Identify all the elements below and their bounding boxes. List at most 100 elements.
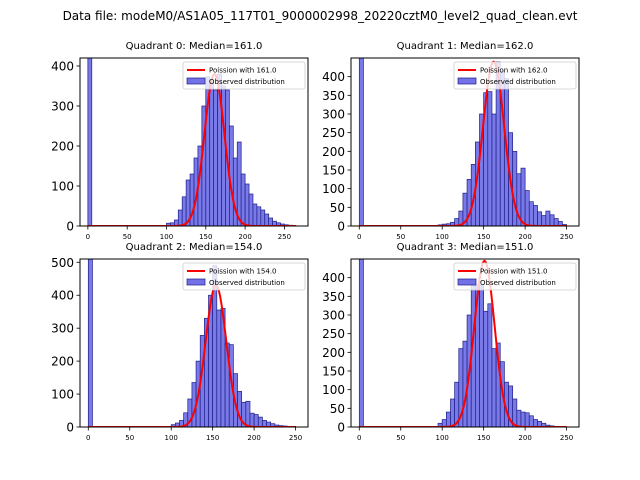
histogram-bar [248, 193, 254, 226]
y-tick-label: 100 [322, 383, 345, 397]
histogram-bar [236, 141, 242, 226]
legend-label-observed: Observed distribution [209, 78, 285, 86]
y-tick-label: 300 [51, 100, 74, 114]
histogram-bar [528, 201, 534, 226]
histogram-bar [537, 211, 543, 226]
legend-box [182, 262, 306, 291]
histogram-bar [533, 205, 538, 226]
legend: Poission with 154.0 Observed distribution [182, 262, 306, 291]
histogram-bar [213, 89, 218, 226]
x-tick-label: 0 [357, 434, 361, 442]
histogram-bar [237, 391, 243, 427]
y-tick-label: 250 [322, 327, 345, 341]
histogram-bar [244, 183, 250, 226]
histogram-bar [249, 412, 255, 427]
chart-title: Quadrant 3: Median=151.0 [397, 242, 534, 253]
axes-frame [79, 258, 309, 428]
x-tick-label: 150 [477, 233, 490, 241]
legend-label-fit: Poission with 162.0 [480, 67, 548, 75]
y-tick-label: 300 [322, 309, 345, 323]
y-tick-label: 100 [322, 182, 345, 196]
histogram-bar [462, 340, 468, 427]
poisson-fit-line [359, 259, 567, 427]
legend-label-observed: Observed distribution [209, 279, 285, 287]
y-tick-label: 200 [51, 140, 74, 154]
poisson-fit-line [87, 72, 297, 226]
y-tick-label: 500 [51, 256, 74, 270]
x-tick-label: 100 [436, 434, 449, 442]
histogram-bar [177, 209, 183, 226]
y-tick-label: 0 [66, 220, 74, 234]
legend: Poission with 151.0 Observed distribution [453, 262, 577, 291]
y-tick-label: 200 [51, 355, 74, 369]
legend-label-observed: Observed distribution [480, 279, 556, 287]
histogram-bar [541, 215, 547, 226]
legend-bar-swatch [186, 278, 206, 286]
histogram-bar [450, 398, 455, 427]
histogram-bar [491, 348, 497, 427]
x-tick-label: 0 [357, 233, 361, 241]
legend-label-fit: Poission with 154.0 [209, 268, 277, 276]
y-tick-label: 200 [322, 145, 345, 159]
histogram-bar [358, 58, 364, 226]
axes-frame [79, 57, 309, 227]
x-tick-label: 100 [436, 233, 449, 241]
y-tick-label: 200 [322, 346, 345, 360]
axes-frame [350, 258, 580, 428]
y-tick-label: 250 [322, 126, 345, 140]
histogram-bar [479, 284, 485, 427]
histogram-bar [545, 210, 551, 226]
y-tick-label: 350 [322, 290, 345, 304]
y-tick-label: 400 [322, 271, 345, 285]
histogram-bar [487, 91, 493, 226]
y-tick-label: 350 [322, 89, 345, 103]
histogram-bar [516, 409, 522, 427]
histogram-bar [358, 259, 364, 427]
chart-panel-2: Quadrant 2: Median=154.0 0 50 100 150 200 250 0… [51, 242, 309, 442]
histogram-bar [209, 81, 215, 226]
x-tick-label: 150 [199, 233, 212, 241]
legend: Poission with 162.0 Observed distribution [453, 61, 577, 90]
x-tick-label: 100 [160, 233, 173, 241]
y-tick-label: 300 [322, 108, 345, 122]
panels: Quadrant 0: Median=161.0 0 50 100 150 200 250 0… [51, 41, 580, 442]
histogram-bar [487, 303, 493, 427]
histogram-bar [524, 190, 530, 226]
legend-label-fit: Poission with 151.0 [480, 268, 548, 276]
histogram-bar [557, 221, 563, 226]
legend-label-observed: Observed distribution [480, 78, 556, 86]
x-tick-label: 50 [396, 434, 405, 442]
y-tick-label: 50 [330, 201, 345, 215]
y-tick-label: 400 [51, 289, 74, 303]
y-tick-label: 0 [337, 220, 345, 234]
x-tick-label: 50 [396, 233, 405, 241]
legend-label-fit: Poission with 161.0 [209, 67, 277, 75]
histogram-bar [533, 419, 538, 427]
y-tick-label: 400 [51, 60, 74, 74]
histogram-bar [520, 411, 526, 427]
x-tick-label: 250 [560, 434, 573, 442]
legend-bar-swatch [457, 278, 477, 286]
chart-title: Quadrant 2: Median=154.0 [126, 242, 263, 253]
histogram-bar [553, 218, 559, 226]
x-tick-label: 0 [86, 233, 90, 241]
histogram-bar [256, 206, 262, 226]
histogram-bar [253, 414, 259, 427]
x-tick-label: 250 [289, 434, 302, 442]
histogram-bar [512, 150, 518, 226]
histogram-bar [216, 309, 222, 427]
bars [87, 259, 296, 427]
y-tick-label: 400 [322, 70, 345, 84]
x-tick-label: 0 [86, 434, 90, 442]
histogram-bar [240, 173, 246, 226]
histogram-bar [445, 411, 451, 427]
x-tick-label: 150 [206, 434, 219, 442]
y-tick-label: 0 [337, 421, 345, 435]
axes-frame [350, 57, 580, 227]
legend-bar-swatch [457, 77, 477, 85]
y-tick-label: 100 [51, 388, 74, 402]
y-tick-label: 150 [322, 365, 345, 379]
histogram-bar [181, 196, 187, 226]
x-tick-label: 250 [278, 233, 291, 241]
